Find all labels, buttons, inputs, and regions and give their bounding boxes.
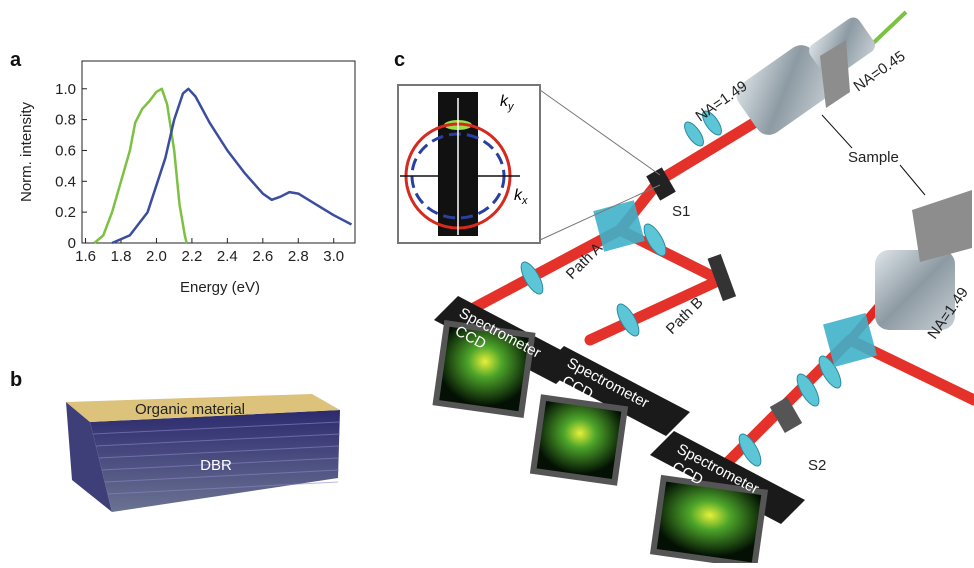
y-tick-label: 0.6 [55,142,76,159]
x-tick-label: 2.6 [252,248,273,265]
panel-label: c [394,49,405,71]
spectrum-chart: 1.6 1.8 2.0 2.2 2.4 2.6 2.8 3.0 0 0.2 0.4 0.6 0.8 1.0 [55,61,355,265]
y-tick-label: 1.0 [55,81,76,98]
y-tick-label: 0.4 [55,173,76,190]
x-tick-label: 1.8 [111,248,132,265]
x-tick-label: 2.4 [217,248,238,265]
y-tick-label: 0.8 [55,112,76,129]
y-tick-label: 0 [68,235,76,252]
x-axis-label: Energy (eV) [180,279,260,296]
layer-label: Organic material [135,401,245,418]
x-tick-label: 2.0 [146,248,167,265]
panel-label: a [10,49,22,71]
x-tick-label: 1.6 [75,248,96,265]
series-line [112,89,351,243]
panel-label: b [10,369,22,391]
annotation: Sample [848,149,899,166]
y-axis-label: Norm. intensity [18,101,35,202]
layer-label: DBR [200,457,232,474]
figure: a 1.61.82.02.22.42.62.83.000.20.40.60.81… [0,0,974,563]
annotation: S1 [672,203,690,220]
subscript: x [521,195,528,207]
x-tick-label: 3.0 [323,248,344,265]
plot-frame [82,61,355,243]
x-tick-label: 2.2 [181,248,202,265]
x-tick-label: 2.8 [288,248,309,265]
y-tick-label: 0.2 [55,204,76,221]
annotation: S2 [808,457,826,474]
